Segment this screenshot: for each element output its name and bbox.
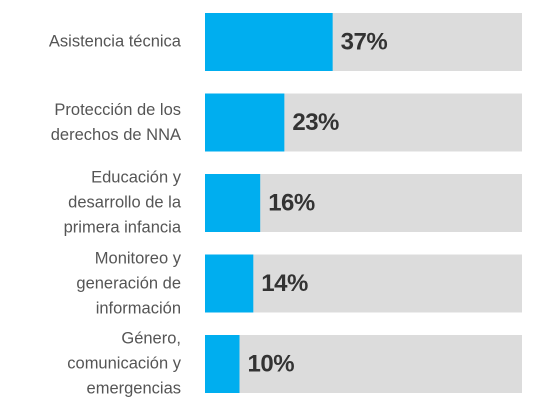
category-label: Protección de los derechos de NNA bbox=[50, 100, 181, 144]
value-label: 10% bbox=[248, 350, 295, 377]
category-label: Asistencia técnica bbox=[48, 32, 181, 51]
value-label: 23% bbox=[292, 109, 339, 136]
bar bbox=[205, 174, 261, 232]
category-label: Género, comunicación y emergencias bbox=[67, 329, 181, 398]
bar bbox=[205, 254, 254, 313]
value-label: 16% bbox=[268, 189, 315, 216]
category-label: Educación y desarrollo de la primera inf… bbox=[63, 168, 181, 237]
value-label: 14% bbox=[261, 270, 308, 297]
bar bbox=[205, 335, 240, 393]
bar-track bbox=[205, 254, 522, 313]
category-label: Monitoreo y generación de información bbox=[76, 249, 181, 317]
bar-track bbox=[205, 335, 522, 393]
bar bbox=[205, 93, 285, 152]
value-label: 37% bbox=[341, 28, 388, 55]
bar bbox=[205, 13, 333, 71]
